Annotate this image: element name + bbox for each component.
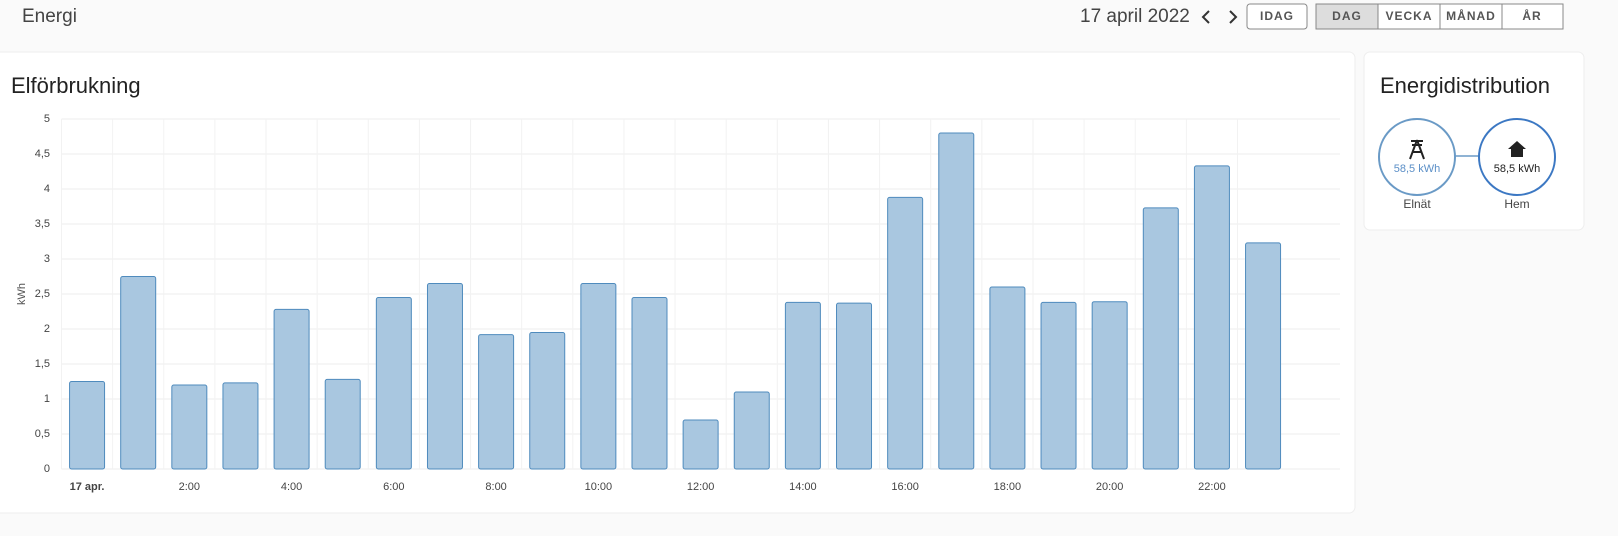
node-label: Elnät — [1403, 197, 1431, 211]
bar — [120, 276, 157, 470]
grid-node[interactable] — [1378, 118, 1456, 196]
y-tick-label: 4 — [44, 183, 50, 195]
y-tick-label: 2 — [44, 323, 50, 335]
bar — [478, 334, 515, 470]
bar — [836, 302, 873, 470]
week-button[interactable] — [1377, 3, 1441, 30]
bar — [938, 132, 975, 470]
year-button[interactable] — [1501, 3, 1564, 30]
button-label: ÅR — [1522, 8, 1541, 23]
x-tick-label: 14:00 — [789, 481, 817, 493]
bar — [222, 382, 259, 470]
y-tick-label: 3,5 — [35, 218, 50, 230]
today-button[interactable]: IDAG — [1246, 3, 1308, 30]
node-value: 58,5 kWh — [1494, 163, 1540, 175]
bar — [733, 391, 770, 470]
node-label: Hem — [1504, 197, 1529, 211]
bar — [784, 301, 821, 470]
period-buttons: DAG VECKA MÅNAD ÅR — [1315, 3, 1564, 30]
chart-title: Elförbrukning — [11, 73, 141, 98]
y-tick-label: 1,5 — [35, 358, 50, 370]
date-label: 17 april 2022 — [1080, 6, 1190, 27]
bar — [426, 283, 463, 470]
y-tick-label: 1 — [44, 393, 50, 405]
home-icon — [1508, 141, 1526, 157]
bar — [529, 332, 566, 470]
x-tick-label: 8:00 — [485, 481, 506, 493]
y-tick-label: 3 — [44, 253, 50, 265]
x-tick-label: 20:00 — [1096, 481, 1124, 493]
x-tick-label: 10:00 — [585, 481, 613, 493]
bar — [1091, 301, 1128, 470]
y-axis-label: kWh — [16, 283, 28, 305]
bar — [989, 286, 1026, 470]
y-tick-label: 0,5 — [35, 428, 50, 440]
prev-button[interactable] — [1201, 10, 1210, 24]
grid-icon — [1409, 139, 1425, 160]
bar — [682, 419, 719, 470]
next-button[interactable] — [1229, 10, 1238, 24]
node-value: 58,5 kWh — [1394, 163, 1440, 175]
bar — [324, 378, 361, 470]
bar — [1245, 242, 1282, 470]
bar — [1142, 207, 1179, 470]
button-label: IDAG — [1260, 9, 1294, 23]
y-tick-label: 5 — [44, 113, 50, 125]
plot: 0 0,5 1 1,5 2 2,5 3 3,5 4 4,5 5 17 apr. 2:00 4:00 6:00… — [35, 113, 1340, 493]
bar — [171, 384, 208, 470]
y-tick-label: 0 — [44, 463, 50, 475]
page-title: Energi — [22, 6, 77, 27]
x-tick-label: 2:00 — [179, 481, 200, 493]
bar — [375, 297, 412, 470]
y-tick-label: 2,5 — [35, 288, 50, 300]
x-tick-label: 22:00 — [1198, 481, 1226, 493]
x-tick-label: 18:00 — [994, 481, 1022, 493]
y-tick-label: 4,5 — [35, 148, 50, 160]
distribution-title: Energidistribution — [1380, 73, 1550, 98]
x-tick-label: 17 apr. — [70, 481, 105, 493]
bar — [580, 283, 617, 470]
bar — [273, 308, 310, 470]
bar — [1040, 301, 1077, 470]
x-tick-label: 12:00 — [687, 481, 715, 493]
bar — [1193, 165, 1230, 470]
button-label: VECKA — [1385, 9, 1432, 23]
button-label: MÅNAD — [1446, 8, 1496, 23]
x-tick-label: 4:00 — [281, 481, 302, 493]
bar — [631, 297, 668, 470]
x-tick-label: 6:00 — [383, 481, 404, 493]
bar — [887, 196, 924, 470]
button-label: DAG — [1332, 9, 1362, 23]
bar — [69, 381, 106, 470]
x-tick-label: 16:00 — [891, 481, 919, 493]
day-button[interactable] — [1315, 3, 1379, 30]
button-frame — [1246, 3, 1308, 30]
